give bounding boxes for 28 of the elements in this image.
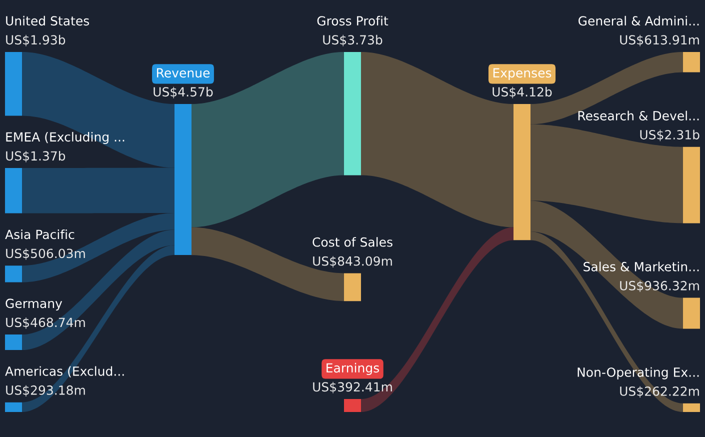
category-label: United States [6, 16, 90, 26]
data-label: US$4.12b [492, 86, 552, 98]
data-label: US$468.74m [6, 317, 85, 329]
category-label: Expenses [493, 68, 552, 80]
data-label: US$2.31b [640, 130, 700, 142]
data-label: US$1.93b [6, 34, 66, 46]
category-label: Sales & Marketin... [584, 262, 699, 272]
category-label: Germany [6, 298, 62, 311]
data-label: US$3.73b [323, 34, 382, 46]
data-label: US$1.37b [6, 150, 66, 162]
data-label: US$293.18m [6, 385, 85, 397]
data-label: US$506.03m [6, 248, 85, 260]
data-label: US$262.22m [620, 386, 699, 398]
category-label: Cost of Sales [312, 237, 392, 247]
data-label: US$843.09m [313, 256, 392, 268]
category-label: Revenue [157, 68, 210, 78]
category-label: Americas (Exclud... [5, 366, 124, 378]
data-label: US$392.41m [313, 382, 392, 394]
category-label: General & Admini... [578, 16, 699, 26]
category-label: Non-Operating Ex... [578, 367, 699, 380]
data-label: US$4.57b [154, 86, 213, 98]
data-label: US$936.32m [620, 280, 699, 292]
category-label: Asia Pacific [5, 229, 74, 240]
data-label: US$613.91m [620, 34, 699, 46]
category-label: Earnings [326, 362, 380, 376]
category-label: EMEA (Excluding ... [6, 132, 124, 144]
category-label: Gross Profit [317, 16, 388, 26]
category-label: Research & Devel... [578, 110, 699, 120]
